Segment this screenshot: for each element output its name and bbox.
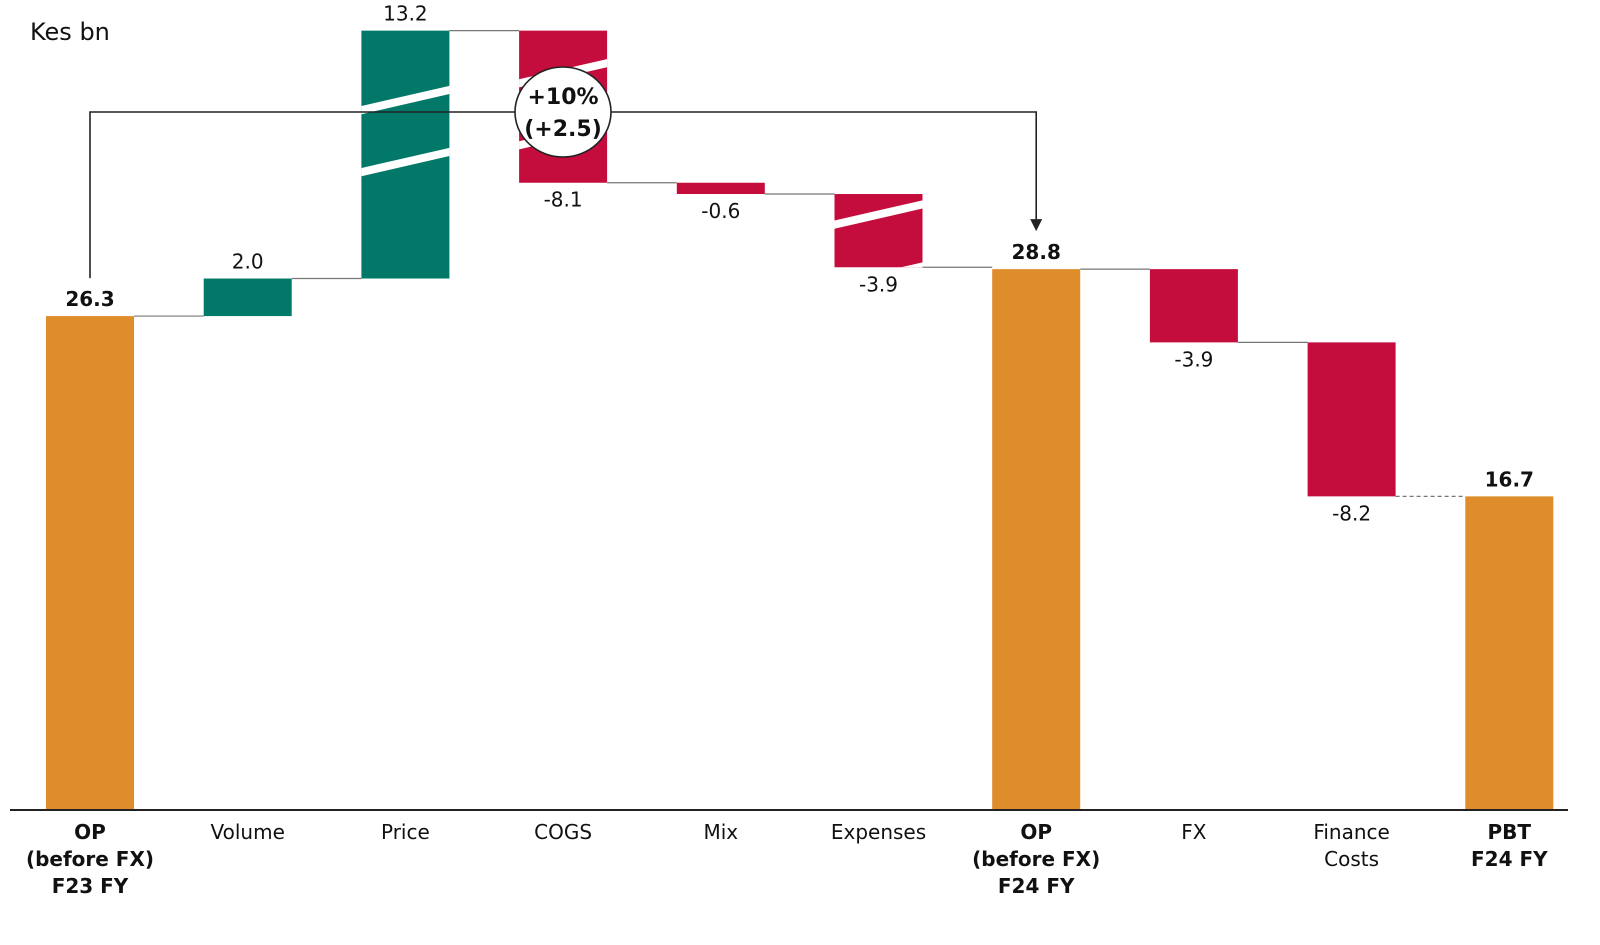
value-labels: 26.3 2.0 13.2 -8.1 -0.6 -3.9 28.8 -3.9 -8.2 16.7 <box>65 2 1534 526</box>
bracket-arrowhead <box>1030 219 1043 232</box>
category-label-2-0: Price <box>381 820 430 844</box>
category-label-3-0: COGS <box>534 820 592 844</box>
bar-9 <box>1465 496 1554 810</box>
unit-label: Kes bn <box>30 18 110 46</box>
value-label-9: 16.7 <box>1485 467 1534 491</box>
category-label-8-0: Finance <box>1313 820 1390 844</box>
connector-lines <box>134 30 1466 497</box>
category-label-7-0: FX <box>1181 820 1207 844</box>
category-label-0-1: (before FX) <box>26 847 154 871</box>
bar-6 <box>992 269 1081 810</box>
category-label-6-1: (before FX) <box>972 847 1100 871</box>
bars <box>46 30 1554 810</box>
category-label-6-0: OP <box>1020 820 1052 844</box>
bracket-label-0: +10% <box>527 85 598 110</box>
bar-2-stripes <box>361 85 450 177</box>
bar-2-stripe-1 <box>361 147 450 177</box>
value-label-5: -3.9 <box>859 272 898 296</box>
bar-2-stripe-0 <box>361 85 450 115</box>
category-label-6-2: F24 FY <box>998 874 1075 898</box>
value-label-3: -8.1 <box>544 188 583 212</box>
bar-7 <box>1149 269 1238 343</box>
bracket-badge <box>514 66 612 158</box>
bar-8 <box>1307 342 1396 497</box>
category-label-0-0: OP <box>74 820 106 844</box>
category-label-9-0: PBT <box>1488 820 1532 844</box>
value-label-1: 2.0 <box>232 250 264 274</box>
value-label-7: -3.9 <box>1174 347 1213 371</box>
category-label-5-0: Expenses <box>831 820 926 844</box>
growth-bracket: +10% (+2.5) <box>89 66 1043 279</box>
bar-5-stripes <box>834 200 923 268</box>
bar-1 <box>203 278 292 317</box>
category-label-1-0: Volume <box>211 820 285 844</box>
category-label-8-1: Costs <box>1324 847 1379 871</box>
category-label-4-0: Mix <box>703 820 738 844</box>
category-label-0-2: F23 FY <box>52 874 129 898</box>
value-label-4: -0.6 <box>701 199 740 223</box>
value-label-8: -8.2 <box>1332 501 1371 525</box>
bar-4 <box>676 182 765 195</box>
category-labels: OP (before FX) F23 FY Volume Price COGS Mix Exp… <box>26 820 1548 898</box>
category-label-9-1: F24 FY <box>1471 847 1548 871</box>
bar-5-stripe-0 <box>834 200 923 229</box>
value-label-6: 28.8 <box>1012 240 1061 264</box>
bar-0 <box>46 316 134 810</box>
value-label-2: 13.2 <box>383 2 428 26</box>
bracket-label-1: (+2.5) <box>524 117 602 142</box>
value-label-0: 26.3 <box>65 287 114 311</box>
